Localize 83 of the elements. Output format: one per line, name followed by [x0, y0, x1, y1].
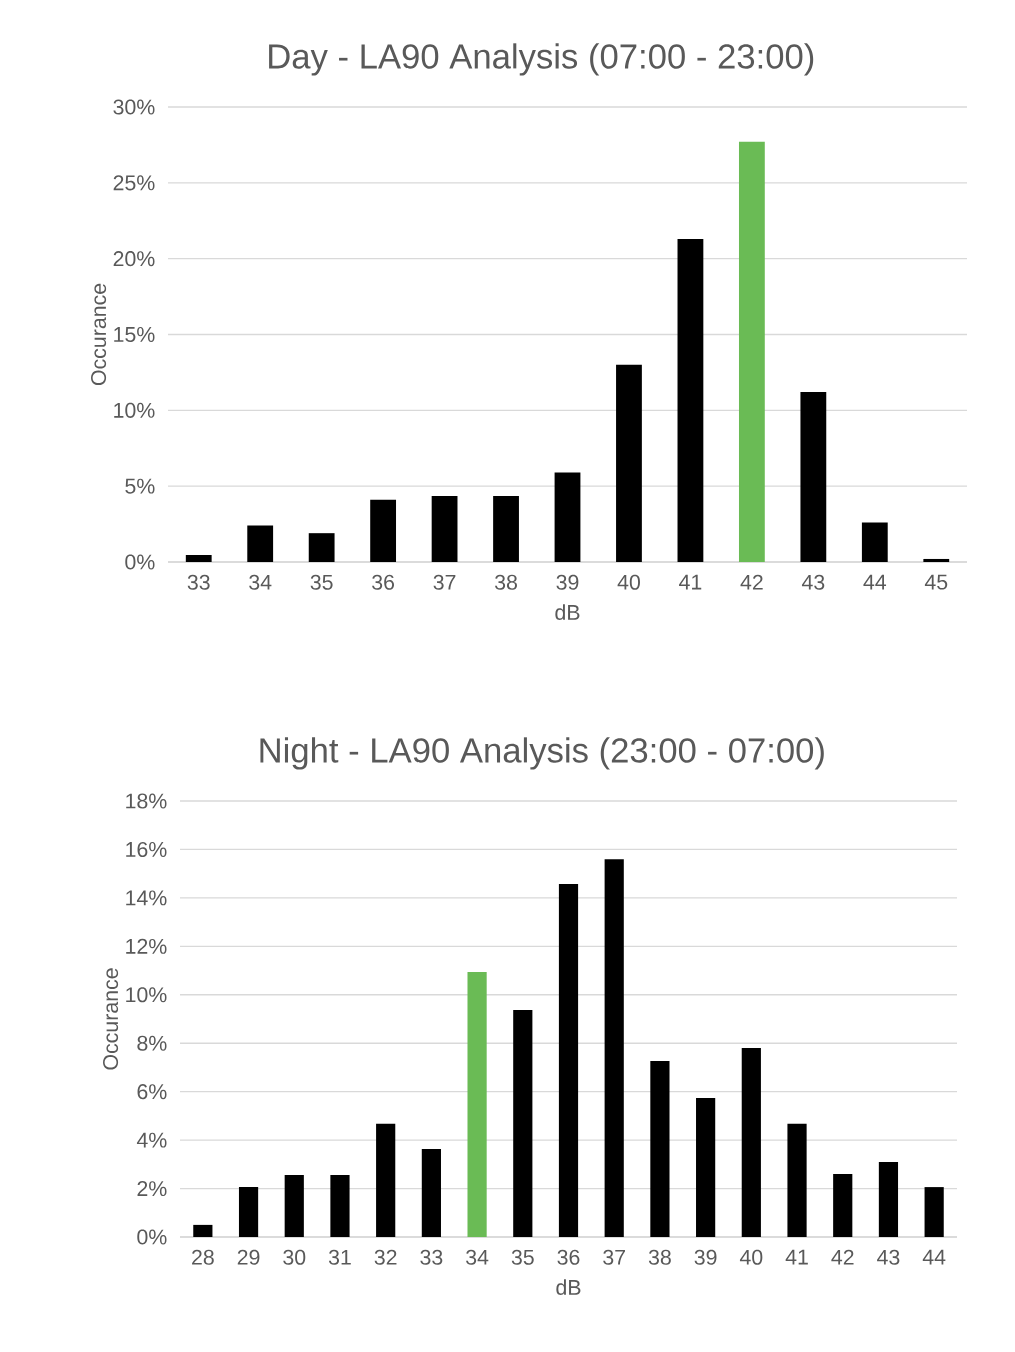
y-tick-label: 25%: [113, 175, 155, 191]
x-tick-label: 42: [831, 1249, 854, 1265]
x-tick-label: 38: [648, 1249, 671, 1265]
bar: [741, 1048, 761, 1237]
bar: [833, 1174, 853, 1237]
bar: [493, 496, 519, 562]
bar: [421, 1149, 441, 1237]
bar: [800, 392, 827, 562]
x-tick-label: 41: [679, 574, 702, 590]
x-tick-label: 37: [433, 574, 456, 590]
chart-title: Day - LA90 Analysis (07:00 - 23:00): [269, 43, 814, 76]
bar: [650, 1060, 670, 1237]
y-axis-title: Occurance: [91, 283, 107, 386]
x-tick-label: 43: [877, 1249, 900, 1265]
x-axis-title: dB: [555, 604, 580, 620]
x-tick-label: 40: [739, 1249, 763, 1265]
x-tick-label: 44: [922, 1249, 946, 1265]
bar: [376, 1123, 396, 1237]
bar: [677, 238, 704, 562]
x-tick-label: 44: [863, 574, 887, 590]
y-tick-label: 14%: [126, 890, 167, 906]
y-tick-label: 8%: [137, 1035, 167, 1051]
y-tick-label: 2%: [137, 1181, 167, 1197]
x-tick-label: 41: [785, 1249, 808, 1265]
x-tick-label: 43: [801, 574, 825, 590]
y-tick-label: 16%: [126, 841, 167, 857]
y-tick-label: 0%: [137, 1229, 167, 1245]
bar: [330, 1174, 350, 1237]
x-tick-label: 39: [556, 574, 579, 590]
x-tick-label: 36: [372, 574, 395, 590]
bar: [924, 1187, 944, 1237]
bar: [604, 859, 624, 1237]
y-tick-label: 18%: [126, 793, 167, 809]
x-tick-label: 29: [237, 1249, 260, 1265]
y-tick-label: 10%: [126, 987, 167, 1003]
x-tick-label: 31: [328, 1249, 351, 1265]
x-tick-label: 36: [557, 1249, 580, 1265]
x-axis-title: dB: [556, 1279, 581, 1295]
bar: [878, 1161, 899, 1237]
y-tick-label: 10%: [114, 402, 155, 418]
y-tick-label: 30%: [113, 99, 155, 115]
y-tick-label: 12%: [126, 938, 167, 954]
y-tick-label: 20%: [113, 251, 155, 267]
x-tick-label: 45: [924, 574, 948, 590]
x-tick-label: 39: [694, 1249, 717, 1265]
x-tick-label: 32: [374, 1249, 397, 1265]
x-tick-label: 30: [283, 1249, 306, 1265]
bar: [558, 884, 579, 1237]
y-tick-label: 5%: [125, 478, 155, 494]
bar: [738, 141, 765, 562]
bar: [284, 1174, 304, 1237]
bar: [247, 525, 274, 562]
x-tick-label: 35: [511, 1249, 534, 1265]
bar: [431, 496, 458, 562]
y-tick-label: 4%: [136, 1132, 167, 1148]
bar: [923, 558, 950, 562]
y-tick-label: 0%: [125, 554, 155, 570]
bar: [467, 972, 487, 1237]
bar: [193, 1224, 213, 1237]
bar: [554, 472, 581, 562]
x-tick-label: 34: [466, 1249, 489, 1265]
bar: [787, 1123, 807, 1237]
x-tick-label: 38: [494, 574, 517, 590]
bar: [513, 1010, 533, 1237]
x-tick-label: 35: [310, 574, 333, 590]
bar: [370, 499, 397, 562]
bar: [185, 555, 212, 562]
bar: [861, 522, 888, 562]
x-tick-label: 33: [187, 574, 210, 590]
chart-title: Night - LA90 Analysis (23:00 - 07:00): [260, 737, 824, 770]
bar: [308, 533, 335, 562]
x-tick-label: 28: [192, 1249, 214, 1265]
x-tick-label: 42: [740, 574, 763, 590]
y-axis-title: Occurance: [103, 968, 119, 1070]
y-tick-label: 15%: [114, 326, 155, 342]
x-tick-label: 33: [420, 1249, 443, 1265]
x-tick-label: 40: [617, 574, 640, 590]
bar: [616, 364, 642, 562]
x-tick-label: 34: [249, 574, 272, 590]
bar: [696, 1097, 716, 1237]
x-tick-label: 37: [603, 1249, 625, 1265]
bar: [238, 1187, 259, 1237]
y-tick-label: 6%: [137, 1084, 167, 1100]
